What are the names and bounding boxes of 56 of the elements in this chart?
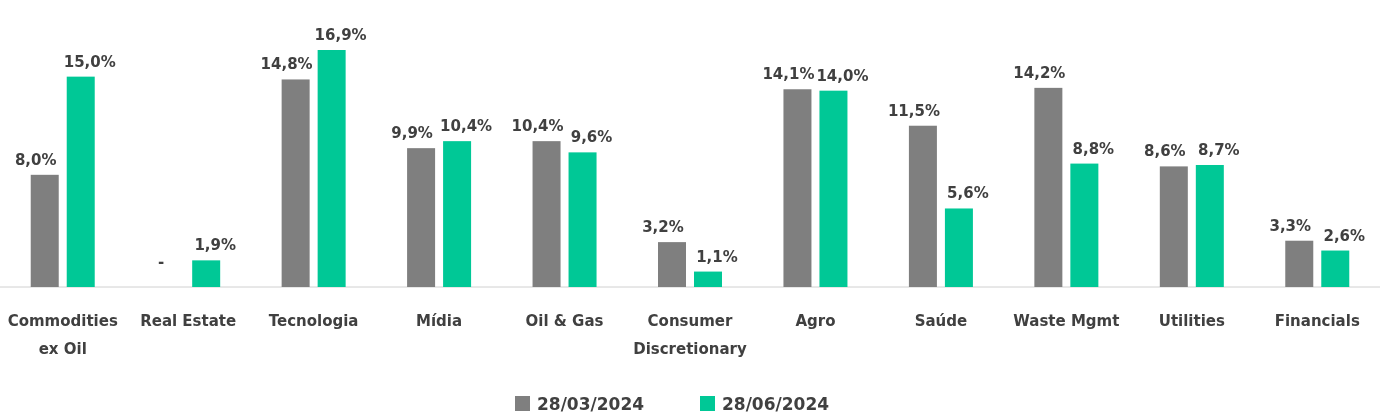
data-label: 16,9% [314, 26, 367, 44]
bar [192, 260, 221, 287]
bar [1034, 87, 1063, 287]
bar [1285, 240, 1314, 287]
x-tick-label: Tecnologia [268, 312, 359, 330]
bar [658, 242, 686, 287]
data-label: 9,9% [391, 124, 433, 143]
bar [281, 79, 310, 287]
legend-label: 28/06/2024 [722, 394, 830, 414]
data-label: 8,6% [1144, 142, 1186, 161]
x-tick-label: Utilities [1158, 312, 1225, 330]
bar [407, 148, 436, 287]
bar [1070, 163, 1099, 287]
data-label: 10,4% [511, 117, 564, 136]
x-tick-label: Commodities ex Oil [7, 312, 118, 358]
bar [532, 141, 561, 287]
data-label: 3,2% [642, 218, 684, 237]
data-label: 1,9% [194, 236, 236, 255]
data-label: 10,4% [440, 117, 493, 136]
x-tick-label: Financials [1274, 312, 1360, 330]
data-label: 2,6% [1323, 226, 1366, 245]
bar [908, 125, 937, 287]
text: - [158, 253, 165, 271]
data-label: 14,1% [762, 65, 815, 84]
bar [1195, 164, 1224, 287]
bar [783, 89, 812, 287]
bar [66, 76, 95, 287]
bar [317, 50, 346, 287]
x-tick-label: Waste Mgmt [1013, 312, 1120, 330]
bar [1159, 166, 1188, 287]
data-label: 5,6% [947, 184, 989, 203]
x-tick-label: Agro [795, 312, 836, 330]
x-tick-label: Saúde [914, 312, 968, 330]
data-label: 8,7% [1198, 140, 1240, 159]
x-tick-label: Mídia [416, 312, 463, 330]
bar [30, 174, 59, 287]
data-label: 14,0% [816, 66, 869, 85]
data-label: 15,0% [63, 52, 116, 71]
x-tick-label: Consumer Discretionary [633, 312, 748, 358]
bar [443, 141, 472, 287]
data-label: 1,1% [696, 247, 738, 266]
bar [694, 271, 722, 287]
legend-label: 28/03/2024 [537, 394, 645, 414]
data-label: 11,5% [887, 101, 940, 120]
bar [819, 90, 848, 287]
bar [568, 152, 597, 287]
x-tick-label: Oil & Gas [525, 312, 604, 330]
data-label: 14,2% [1013, 63, 1066, 82]
bar [944, 208, 973, 287]
x-tick-label: Real Estate [140, 312, 237, 330]
data-label: 9,6% [570, 128, 613, 147]
data-label: 8,8% [1072, 139, 1115, 158]
data-label: 14,8% [260, 55, 313, 74]
data-label: 8,0% [14, 150, 57, 169]
bar [1321, 250, 1350, 287]
data-label: 3,3% [1269, 216, 1312, 235]
